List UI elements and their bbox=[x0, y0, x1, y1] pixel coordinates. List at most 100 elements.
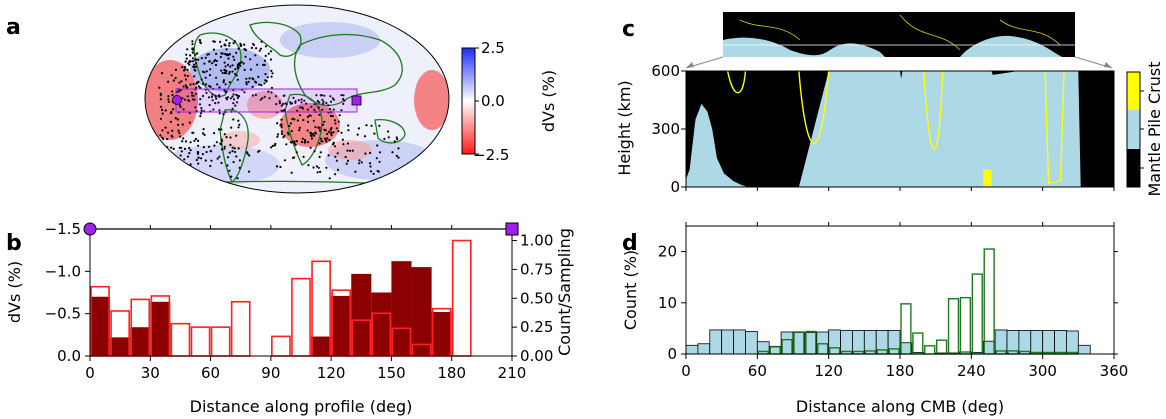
station-dot bbox=[225, 48, 228, 51]
station-dot bbox=[336, 168, 340, 171]
station-dot bbox=[383, 137, 386, 141]
station-dot bbox=[267, 52, 270, 55]
station-dot bbox=[342, 102, 345, 105]
station-dot bbox=[327, 154, 330, 157]
station-dot bbox=[280, 132, 283, 136]
station-dot bbox=[227, 57, 230, 60]
station-dot bbox=[200, 107, 203, 110]
station-dot bbox=[378, 151, 382, 154]
station-dot bbox=[262, 63, 265, 66]
crust-bar bbox=[947, 298, 960, 355]
station-dot bbox=[205, 70, 208, 73]
panel-a-label: a bbox=[6, 15, 21, 40]
station-dot bbox=[213, 144, 216, 147]
station-dot bbox=[342, 98, 345, 101]
station-dot bbox=[243, 48, 246, 51]
station-dot bbox=[342, 143, 345, 146]
station-dot bbox=[307, 164, 310, 167]
station-dot bbox=[244, 49, 247, 52]
station-dot bbox=[289, 141, 292, 144]
station-dot bbox=[318, 129, 321, 132]
station-dot bbox=[167, 100, 170, 103]
x-tick-label: 0 bbox=[85, 364, 95, 382]
station-dot bbox=[254, 93, 257, 96]
station-dot bbox=[229, 65, 232, 68]
station-dot bbox=[396, 138, 399, 141]
station-dot bbox=[283, 108, 286, 111]
station-dot bbox=[293, 156, 296, 159]
profile-box bbox=[175, 88, 358, 113]
station-dot bbox=[258, 49, 261, 52]
station-dot bbox=[225, 39, 228, 42]
station-dot bbox=[295, 140, 298, 143]
station-dot bbox=[169, 120, 172, 123]
station-dot bbox=[278, 100, 281, 103]
dvs-colorbar bbox=[461, 47, 476, 155]
station-dot bbox=[340, 94, 343, 97]
station-dot bbox=[180, 163, 183, 166]
dvs-bar bbox=[431, 311, 452, 356]
station-dot bbox=[378, 124, 381, 127]
station-dot bbox=[208, 84, 211, 88]
station-dot bbox=[318, 113, 321, 116]
station-dot bbox=[192, 94, 195, 97]
panel-c-ylabel: Height (km) bbox=[615, 80, 634, 175]
station-dot bbox=[191, 131, 194, 134]
station-dot bbox=[203, 133, 206, 136]
station-dot bbox=[309, 146, 312, 149]
station-dot bbox=[378, 160, 381, 163]
station-dot bbox=[233, 150, 237, 154]
station-dot bbox=[302, 119, 305, 122]
station-dot bbox=[167, 155, 170, 158]
pile-bar bbox=[1042, 330, 1055, 355]
x-tick-label: 60 bbox=[748, 362, 767, 380]
station-dot bbox=[197, 162, 200, 165]
station-dot bbox=[188, 174, 191, 177]
station-dot bbox=[199, 98, 202, 101]
station-dot bbox=[345, 162, 348, 165]
station-dot bbox=[291, 118, 294, 121]
station-dot bbox=[317, 126, 320, 129]
station-dot bbox=[183, 65, 187, 69]
crust-bar bbox=[971, 273, 983, 355]
station-dot bbox=[188, 152, 191, 155]
station-dot bbox=[197, 85, 200, 88]
x-tick-label: 210 bbox=[498, 364, 527, 382]
pile-bar bbox=[828, 329, 841, 355]
station-dot bbox=[161, 129, 164, 132]
station-dot bbox=[285, 143, 288, 146]
station-dot bbox=[207, 145, 211, 148]
station-dot bbox=[245, 83, 248, 86]
station-dot bbox=[223, 61, 226, 64]
station-dot bbox=[365, 124, 368, 127]
station-dot bbox=[331, 115, 334, 118]
inset-strip bbox=[685, 12, 1113, 69]
station-dot bbox=[216, 157, 219, 160]
station-dot bbox=[225, 54, 228, 57]
station-dot bbox=[183, 147, 187, 150]
station-dot bbox=[315, 165, 318, 168]
crust-contour bbox=[1044, 70, 1065, 184]
y-tick-label: −1.0 bbox=[45, 262, 81, 280]
station-dot bbox=[283, 159, 287, 162]
station-dot bbox=[161, 159, 164, 162]
station-dot bbox=[276, 135, 279, 138]
station-dot bbox=[159, 105, 162, 108]
station-dot bbox=[324, 129, 327, 132]
station-dot bbox=[275, 165, 279, 168]
station-dot bbox=[195, 62, 198, 65]
station-dot bbox=[254, 80, 257, 83]
station-dot bbox=[199, 86, 202, 89]
panel-c-ytick-600: 600 bbox=[651, 62, 680, 80]
station-dot bbox=[338, 114, 341, 117]
station-dot bbox=[202, 82, 205, 85]
station-dot bbox=[357, 127, 360, 130]
station-dot bbox=[370, 124, 373, 127]
station-dot bbox=[263, 59, 266, 62]
dvs-bar bbox=[90, 296, 111, 356]
panel-b-label: b bbox=[6, 231, 22, 256]
pile-bar bbox=[852, 330, 865, 355]
station-dot bbox=[200, 109, 203, 112]
station-dot bbox=[186, 48, 189, 51]
